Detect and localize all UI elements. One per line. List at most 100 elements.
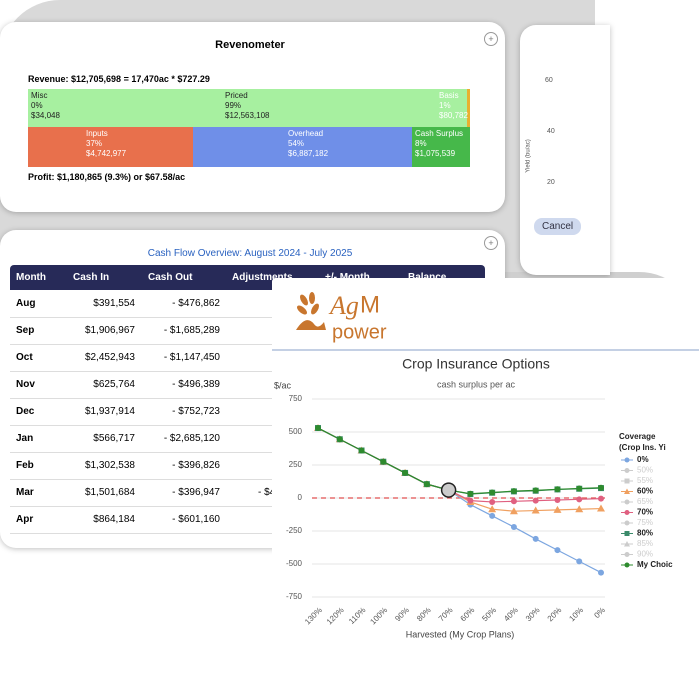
table-cell: - $2,685,120 xyxy=(163,433,220,444)
point xyxy=(597,504,605,512)
legend-swatch xyxy=(624,488,630,494)
x-tick-label: 0% xyxy=(592,606,607,621)
legend-label: 85% xyxy=(637,539,653,548)
point xyxy=(509,507,518,515)
y-tick-label: 20 xyxy=(547,179,555,186)
table-cell: $625,764 xyxy=(93,379,135,390)
point xyxy=(315,425,321,432)
table-cell: Dec xyxy=(16,406,35,417)
legend-item[interactable]: My Choic xyxy=(621,560,673,569)
y-tick-label: -500 xyxy=(286,559,303,568)
point xyxy=(510,498,517,505)
legend-label: 90% xyxy=(637,550,653,559)
legend-label: 70% xyxy=(637,508,653,517)
column-header: Month xyxy=(16,272,46,283)
legend-item[interactable]: 75% xyxy=(621,518,653,527)
x-tick-label: 20% xyxy=(546,606,564,624)
series xyxy=(315,425,604,497)
table-cell: - $396,947 xyxy=(172,487,220,498)
table-cell: - $752,723 xyxy=(172,406,220,417)
point xyxy=(467,497,474,504)
zoom-button[interactable]: + xyxy=(484,236,498,250)
table-cell: Oct xyxy=(16,352,33,363)
chart-subtitle: cash surplus per ac xyxy=(437,379,516,389)
series-line xyxy=(317,427,602,495)
point xyxy=(532,535,539,542)
x-tick-label: 10% xyxy=(567,606,585,624)
cancel-button[interactable]: Cancel xyxy=(534,218,582,235)
legend-item[interactable]: 50% xyxy=(621,466,653,475)
segment-label: Cash Surplus xyxy=(415,129,464,138)
legend-item[interactable]: 80% xyxy=(621,529,653,538)
y-tick-label: 0 xyxy=(298,493,303,502)
point xyxy=(489,489,496,496)
x-axis-label: Harvested (My Crop Plans) xyxy=(406,629,515,639)
point xyxy=(576,485,583,492)
series xyxy=(314,424,605,515)
table-cell: $391,554 xyxy=(93,298,135,309)
zoom-button[interactable]: + xyxy=(484,32,498,46)
legend-label: My Choic xyxy=(637,560,673,569)
segment-amount: $4,742,977 xyxy=(86,149,127,158)
legend-item[interactable]: 90% xyxy=(621,550,653,559)
table-cell: Aug xyxy=(16,298,36,309)
point xyxy=(423,481,430,488)
legend-item[interactable]: 85% xyxy=(621,539,653,548)
legend-item[interactable]: 65% xyxy=(621,497,653,506)
chart-title: Crop Insurance Options xyxy=(402,356,550,372)
point xyxy=(576,496,583,503)
legend-label: 0% xyxy=(637,455,649,464)
x-tick-label: 110% xyxy=(347,606,367,626)
table-cell: - $601,160 xyxy=(172,514,220,525)
table-cell: - $396,826 xyxy=(172,460,220,471)
point xyxy=(532,497,539,504)
column-header: +/- Month xyxy=(325,272,370,283)
point xyxy=(553,505,562,513)
segment-pct: 37% xyxy=(86,139,103,148)
table-row: Feb $1,302,538 - $396,826 xyxy=(10,452,485,480)
inputs-segment: Inputs 37% $4,742,977 xyxy=(28,127,193,167)
legend-swatch xyxy=(624,562,630,568)
table-cell: $1,906,967 xyxy=(84,325,135,336)
legend-title: Coverage xyxy=(619,432,656,441)
segment-label: Basis xyxy=(439,91,459,100)
point xyxy=(554,547,561,554)
y-tick-label: 500 xyxy=(289,427,303,436)
table-cell: - $496,389 xyxy=(172,379,220,390)
y-tick-label: 40 xyxy=(547,128,555,135)
legend-label: 65% xyxy=(637,497,653,506)
series xyxy=(315,425,604,498)
table-cell: $566,717 xyxy=(93,433,135,444)
misc-segment: Misc 0% $34,048 xyxy=(28,89,222,127)
legend-swatch xyxy=(624,478,630,484)
segment-label: Overhead xyxy=(288,129,324,138)
highlight-marker xyxy=(440,482,457,498)
legend-item[interactable]: 70% xyxy=(621,508,653,517)
logo-tagline: power xyxy=(332,321,387,343)
series-line xyxy=(317,427,602,495)
table-row: Mar $1,501,684 - $396,947 - $4 xyxy=(10,479,485,507)
legend-label: 75% xyxy=(637,518,653,527)
segment-amount: $12,563,108 xyxy=(225,111,270,120)
point xyxy=(489,498,496,505)
table-row: Apr $864,184 - $601,160 xyxy=(10,506,485,534)
y-tick-label: -250 xyxy=(286,526,303,535)
point xyxy=(532,487,539,494)
card-title: Cash Flow Overview: August 2024 - July 2… xyxy=(147,248,353,259)
legend-item[interactable]: 60% xyxy=(621,487,653,496)
point xyxy=(467,490,474,497)
x-tick-label: 40% xyxy=(502,606,520,624)
legend-item[interactable]: 55% xyxy=(621,476,653,485)
point xyxy=(510,488,517,495)
segment-label: Misc xyxy=(31,91,48,100)
legend-swatch xyxy=(624,499,630,505)
segment-pct: 0% xyxy=(31,101,43,110)
x-tick-label: 70% xyxy=(437,606,455,624)
segment-pct: 54% xyxy=(288,139,305,148)
x-tick-label: 130% xyxy=(303,606,324,627)
priced-segment: Priced 99% $12,563,108 xyxy=(222,89,436,127)
y-tick-label: 60 xyxy=(545,77,553,84)
legend-item[interactable]: 0% xyxy=(621,455,649,464)
point xyxy=(531,506,540,514)
